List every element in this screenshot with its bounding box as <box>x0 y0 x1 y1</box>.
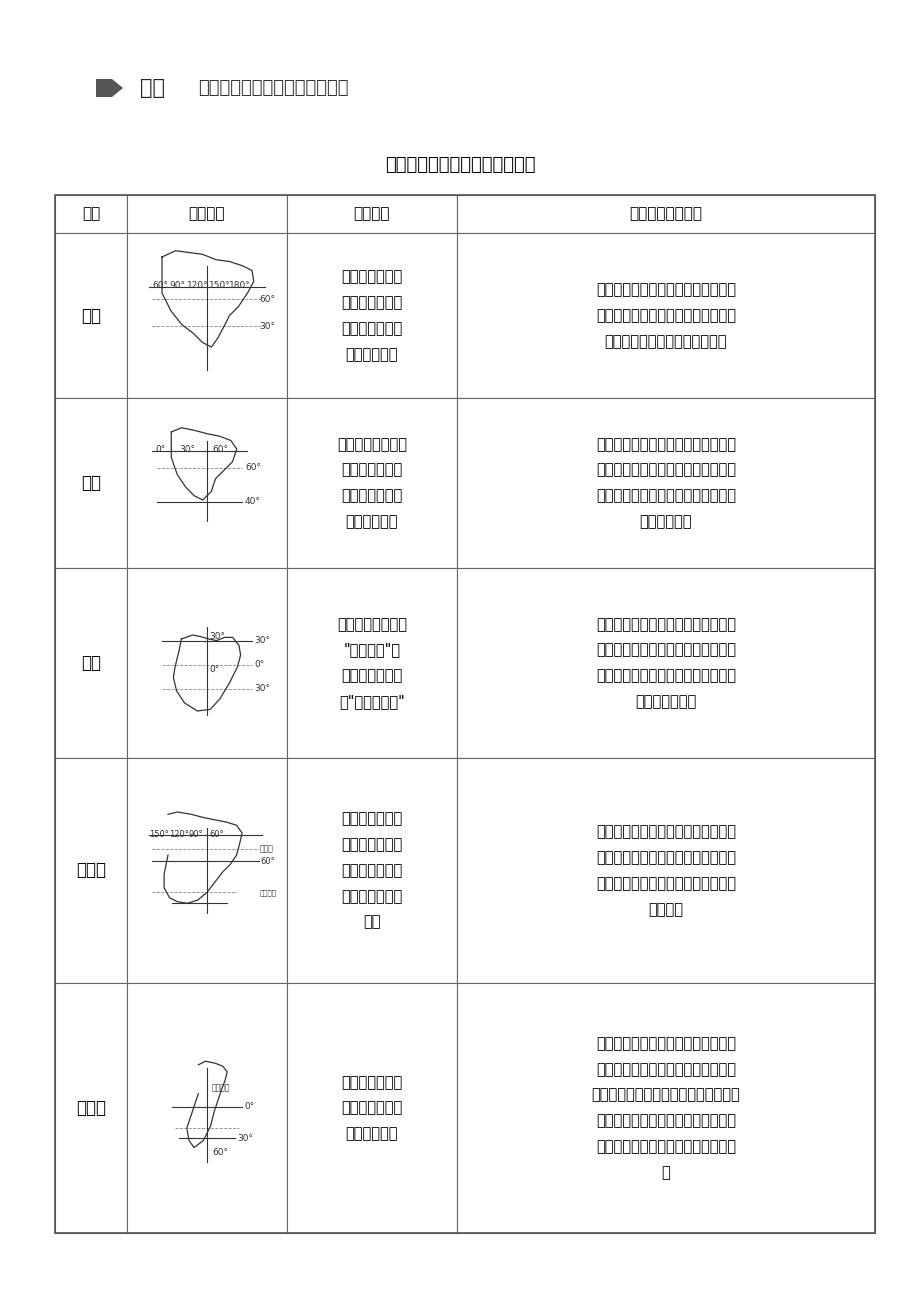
Text: 七大洲地形特征及对气候的影响: 七大洲地形特征及对气候的影响 <box>384 156 535 174</box>
Text: 考向: 考向 <box>140 78 165 98</box>
Bar <box>55 195 874 1233</box>
Text: 30°: 30° <box>209 631 225 641</box>
Text: 中部平原贯通南北，大陆性显著；西
部山地阻挡太平洋水汽深入，使西岸
气候呈狭长分布，降水自沿海向内陆
逐渐减少: 中部平原贯通南北，大陆性显著；西 部山地阻挡太平洋水汽深入，使西岸 气候呈狭长分… <box>596 824 735 917</box>
Text: 0°: 0° <box>209 664 219 673</box>
Text: 欧洲: 欧洲 <box>81 474 101 492</box>
Text: 大洲: 大洲 <box>82 207 100 221</box>
Text: 30°: 30° <box>254 684 269 693</box>
Text: 60°: 60° <box>209 831 223 838</box>
Bar <box>287 195 457 233</box>
Text: 60°: 60° <box>152 281 168 290</box>
Text: 北美洲: 北美洲 <box>76 862 106 879</box>
Text: 150°: 150° <box>209 281 231 290</box>
Bar <box>287 568 457 758</box>
Text: 180°: 180° <box>229 281 251 290</box>
Text: 30°: 30° <box>259 322 275 331</box>
Bar <box>127 233 287 398</box>
Text: 地形以平原为主，
山地分布于北部
和南部；平均海
拔最低的大洲: 地形以平原为主， 山地分布于北部 和南部；平均海 拔最低的大洲 <box>336 436 406 529</box>
Bar <box>55 398 127 568</box>
Text: 120°: 120° <box>169 831 188 838</box>
Bar <box>96 79 112 98</box>
Bar <box>55 195 127 233</box>
Bar <box>457 983 874 1233</box>
Bar <box>457 758 874 983</box>
Text: 60°: 60° <box>211 444 228 453</box>
Bar <box>457 398 874 568</box>
Polygon shape <box>112 79 123 98</box>
Text: 60°: 60° <box>244 464 261 473</box>
Bar <box>127 195 287 233</box>
Text: 区域定位: 区域定位 <box>188 207 225 221</box>
Text: 0°: 0° <box>254 660 264 669</box>
Text: 地形特征: 地形特征 <box>354 207 390 221</box>
Text: 西部山脉阻挡太平洋水汽深入，西岸
气候呈狭长分布；高原地势较低，平
原向东开口，利于大西洋气流的深入；
南部山脉西侧为迎风坡，降水多，东
侧的巴塔哥尼亚高原为背: 西部山脉阻挡太平洋水汽深入，西岸 气候呈狭长分布；高原地势较低，平 原向东开口，… <box>591 1036 740 1180</box>
Bar <box>127 983 287 1233</box>
Text: 纬度的对称分布及起伏和缓的地形，
使非洲气候类型呈南北对称分布；东
非高原地势较高，虽在赤道附近，却
为热带草原气候: 纬度的对称分布及起伏和缓的地形， 使非洲气候类型呈南北对称分布；东 非高原地势较… <box>596 617 735 710</box>
Bar <box>287 398 457 568</box>
Text: 地形以高原为主，
"高原大陆"；
东部有世界著名
的"东非裂谷带": 地形以高原为主， "高原大陆"； 东部有世界著名 的"东非裂谷带" <box>336 617 406 710</box>
Text: 0°: 0° <box>244 1101 254 1111</box>
Text: 40°: 40° <box>244 497 261 506</box>
Text: 山地东西走向、分布南北，平原东西
贯通，以及有曲折的海岸线，使欧洲
气候海洋性特征明显，并由西向东大
陆性不断增强: 山地东西走向、分布南北，平原东西 贯通，以及有曲折的海岸线，使欧洲 气候海洋性特… <box>596 436 735 529</box>
Text: 30°: 30° <box>237 1134 253 1143</box>
Text: 地形复杂，起伏
大，山地、高原
面积广；地势中
部高、四周低: 地形复杂，起伏 大，山地、高原 面积广；地势中 部高、四周低 <box>341 270 403 362</box>
Text: 90°: 90° <box>169 281 185 290</box>
Bar <box>127 398 287 568</box>
Text: 120°: 120° <box>187 281 209 290</box>
Bar <box>55 983 127 1233</box>
Text: 60°: 60° <box>211 1147 228 1156</box>
Text: 30°: 30° <box>179 444 195 453</box>
Text: 北回归线: 北回归线 <box>260 889 277 896</box>
Text: 60°: 60° <box>260 857 275 866</box>
Bar <box>127 568 287 758</box>
Text: 非洲: 非洲 <box>81 654 101 672</box>
Text: 地形对气候的影响: 地形对气候的影响 <box>629 207 702 221</box>
Text: 60°: 60° <box>259 294 275 303</box>
Bar <box>287 983 457 1233</box>
Text: 0°: 0° <box>154 444 165 453</box>
Bar <box>287 233 457 398</box>
Bar <box>457 233 874 398</box>
Text: 150°: 150° <box>149 831 169 838</box>
Bar <box>55 233 127 398</box>
Text: 北极圈: 北极圈 <box>260 844 274 853</box>
Text: 西部是安第斯山
脉，东部高原、
平原相间分布: 西部是安第斯山 脉，东部高原、 平原相间分布 <box>341 1074 403 1142</box>
Text: 亚洲: 亚洲 <box>81 306 101 324</box>
Text: 七大洲地形特征及对气候的影响: 七大洲地形特征及对气候的影响 <box>198 79 348 98</box>
Bar <box>287 758 457 983</box>
Bar <box>457 568 874 758</box>
Bar <box>55 568 127 758</box>
Text: 地形复杂，气候多样；面积广大，海
陆热力性质差异显著，季风环流典型
青藏高原隆起使大陆性气候增强: 地形复杂，气候多样；面积广大，海 陆热力性质差异显著，季风环流典型 青藏高原隆起… <box>596 283 735 349</box>
Text: 南美洲: 南美洲 <box>76 1099 106 1117</box>
Text: 地形分南北纵列
的三大地形区西
部高山区、中部
平原区、东部山
地区: 地形分南北纵列 的三大地形区西 部高山区、中部 平原区、东部山 地区 <box>341 811 403 930</box>
Bar <box>55 758 127 983</box>
Text: 90°: 90° <box>188 831 203 838</box>
Bar <box>457 195 874 233</box>
Bar <box>127 758 287 983</box>
Text: 30°: 30° <box>254 637 269 644</box>
Text: 南回归线: 南回归线 <box>211 1083 231 1092</box>
